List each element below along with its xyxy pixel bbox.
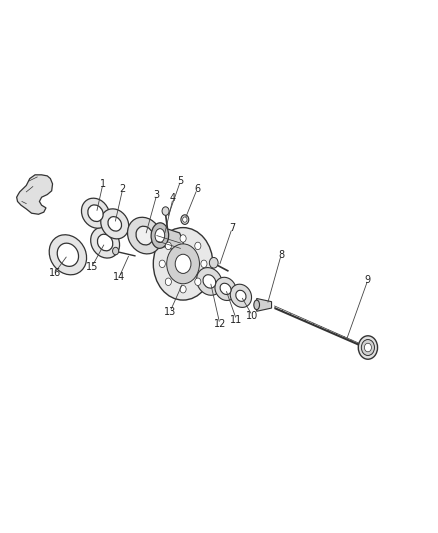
Ellipse shape [127,217,162,254]
Text: 16: 16 [49,268,61,278]
Text: 9: 9 [365,275,371,285]
Circle shape [180,286,186,293]
Circle shape [180,235,186,242]
Text: 5: 5 [177,176,184,186]
Ellipse shape [57,243,78,266]
Polygon shape [155,225,184,253]
Ellipse shape [49,235,87,275]
Circle shape [165,278,171,286]
Text: 6: 6 [194,184,200,194]
Ellipse shape [236,290,246,301]
Circle shape [181,215,189,224]
Text: 8: 8 [278,250,284,260]
Ellipse shape [151,223,169,248]
Ellipse shape [101,209,129,239]
Text: 10: 10 [246,311,258,320]
Ellipse shape [220,283,231,295]
Ellipse shape [81,198,110,228]
Text: 3: 3 [154,190,160,199]
Circle shape [361,340,374,356]
Text: 13: 13 [164,307,176,317]
Ellipse shape [108,216,122,231]
Circle shape [183,217,187,222]
Circle shape [209,257,218,268]
Ellipse shape [167,244,199,284]
Circle shape [364,343,371,352]
Polygon shape [17,175,53,214]
Circle shape [195,242,201,249]
Text: 2: 2 [120,184,126,194]
Ellipse shape [97,234,113,251]
Ellipse shape [197,268,222,295]
Text: 1: 1 [100,179,106,189]
Text: 14: 14 [113,272,125,282]
Text: 7: 7 [229,223,235,233]
Circle shape [195,278,201,286]
Circle shape [175,254,191,273]
Text: 4: 4 [170,193,176,203]
Text: 12: 12 [214,319,226,329]
Circle shape [165,242,171,249]
Text: 11: 11 [230,315,243,325]
Circle shape [159,260,165,268]
Ellipse shape [88,205,103,222]
Circle shape [113,247,119,255]
Ellipse shape [155,229,165,243]
Ellipse shape [254,300,259,310]
Ellipse shape [230,284,251,308]
Ellipse shape [215,277,236,301]
Ellipse shape [136,226,153,245]
Circle shape [201,260,207,268]
Text: 15: 15 [86,262,98,271]
Polygon shape [257,298,272,311]
Ellipse shape [153,228,213,300]
Circle shape [162,207,169,215]
Circle shape [358,336,378,359]
Ellipse shape [203,274,216,288]
Ellipse shape [91,227,120,258]
